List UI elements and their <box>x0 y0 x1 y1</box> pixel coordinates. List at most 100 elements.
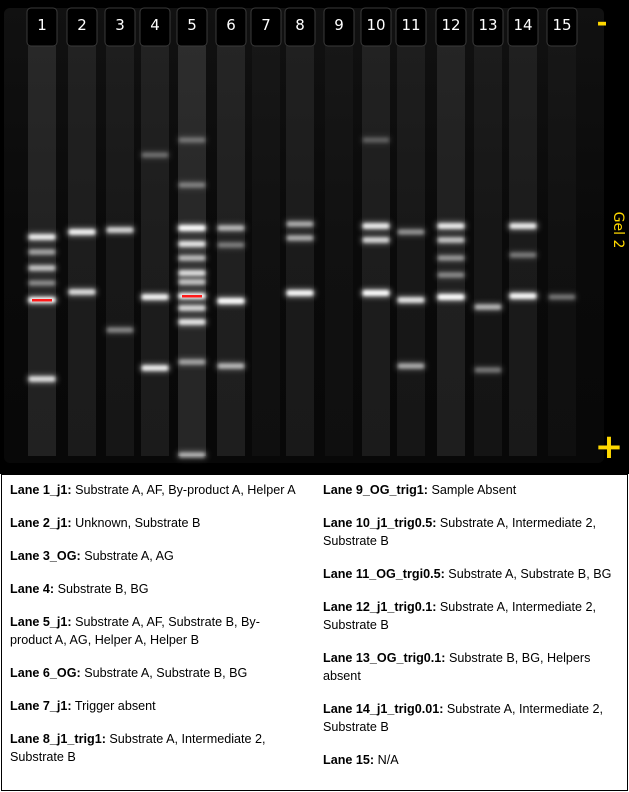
legend-lane-content: N/A <box>377 753 399 767</box>
gel-title: Gel 2 <box>610 212 626 249</box>
legend-lane-content: Substrate A, AF, Substrate B, By-product… <box>10 615 260 647</box>
lane-label: 9 <box>334 16 344 34</box>
lane-labels: 1 2 3 4 5 6 7 8 9 10 11 12 13 14 15 <box>37 16 571 34</box>
gel-band <box>549 294 575 300</box>
gel-well <box>472 7 504 47</box>
gel-band <box>142 152 168 158</box>
gel-band <box>363 237 389 243</box>
lane-legend: Lane 1_j1: Substrate A, AF, By-product A… <box>1 474 628 791</box>
lane-smear <box>252 46 280 456</box>
legend-lane-name: Lane 8_j1_trig1: <box>10 732 106 746</box>
gel-image: 1 2 3 4 5 6 7 8 9 10 11 12 13 14 15 - + Gel 2 <box>0 0 629 474</box>
legend-lane-content: Sample Absent <box>431 483 517 497</box>
gel-band <box>510 252 536 258</box>
legend-left-column: Lane 1_j1: Substrate A, AF, By-product A… <box>10 481 300 781</box>
gel-band <box>398 363 424 369</box>
legend-lane-name: Lane 3_OG: <box>10 549 81 563</box>
gel-band <box>398 229 424 235</box>
gel-band <box>218 298 244 304</box>
gel-band <box>29 265 55 271</box>
gel-band <box>475 304 501 310</box>
lane-smear <box>178 46 206 456</box>
gel-band <box>179 279 205 285</box>
gel-band <box>142 294 168 300</box>
legend-lane-content: Trigger absent <box>74 699 156 713</box>
legend-lane-content: Substrate A, Intermediate 2, Substrate B <box>323 516 597 548</box>
gel-band <box>179 305 205 311</box>
gel-well <box>435 7 467 47</box>
legend-entry: Lane 8_j1_trig1: Substrate A, Intermedia… <box>10 730 300 766</box>
gel-band <box>69 229 95 235</box>
lane-label: 14 <box>513 16 532 34</box>
gel-band <box>142 365 168 371</box>
gel-wells <box>26 7 578 47</box>
legend-lane-name: Lane 11_OG_trgi0.5: <box>323 567 445 581</box>
legend-lane-content: Substrate A, Substrate B, BG <box>84 666 248 680</box>
gel-band <box>107 227 133 233</box>
lane-label: 2 <box>77 16 87 34</box>
lane-label: 10 <box>366 16 385 34</box>
gel-band <box>29 376 55 382</box>
gel-band <box>179 225 205 231</box>
lane-label: 5 <box>187 16 197 34</box>
lane-label: 3 <box>115 16 125 34</box>
lane-smear <box>548 46 576 456</box>
gel-well <box>395 7 427 47</box>
legend-lane-content: Substrate A, Intermediate 2, Substrate B <box>323 600 597 632</box>
legend-entry: Lane 4: Substrate B, BG <box>10 580 300 598</box>
gel-band <box>438 237 464 243</box>
lane-label: 15 <box>552 16 571 34</box>
gel-band <box>363 290 389 296</box>
gel-band <box>218 225 244 231</box>
lane-label: 13 <box>478 16 497 34</box>
gel-band <box>287 290 313 296</box>
gel-well <box>139 7 171 47</box>
lane-label: 1 <box>37 16 47 34</box>
legend-lane-name: Lane 15: <box>323 753 375 767</box>
gel-well <box>546 7 578 47</box>
gel-band <box>179 241 205 247</box>
legend-entry: Lane 13_OG_trig0.1: Substrate B, BG, Hel… <box>323 649 619 685</box>
gel-band <box>69 289 95 295</box>
legend-lane-name: Lane 13_OG_trig0.1: <box>323 651 446 665</box>
gel-band <box>438 272 464 278</box>
legend-lane-content: Substrate B, BG, Helpers absent <box>323 651 591 683</box>
gel-well <box>215 7 247 47</box>
gel-band <box>179 182 205 188</box>
legend-lane-name: Lane 2_j1: <box>10 516 72 530</box>
gel-well <box>507 7 539 47</box>
gel-band <box>510 293 536 299</box>
lane-smear <box>325 46 353 456</box>
gel-band <box>438 294 464 300</box>
legend-lane-content: Substrate A, Intermediate 2, Substrate B <box>10 732 266 764</box>
legend-entry: Lane 11_OG_trgi0.5: Substrate A, Substra… <box>323 565 619 583</box>
legend-entry: Lane 3_OG: Substrate A, AG <box>10 547 300 565</box>
legend-entry: Lane 5_j1: Substrate A, AF, Substrate B,… <box>10 613 300 649</box>
legend-entry: Lane 14_j1_trig0.01: Substrate A, Interm… <box>323 700 619 736</box>
gel-well <box>360 7 392 47</box>
gel-well <box>323 7 355 47</box>
lane-smear <box>217 46 245 456</box>
legend-entry: Lane 15: N/A <box>323 751 619 769</box>
gel-svg: 1 2 3 4 5 6 7 8 9 10 11 12 13 14 15 - + Gel 2 <box>4 7 626 467</box>
legend-entry: Lane 12_j1_trig0.1: Substrate A, Interme… <box>323 598 619 634</box>
legend-lane-name: Lane 10_j1_trig0.5: <box>323 516 437 530</box>
gel-well <box>104 7 136 47</box>
gel-band <box>510 223 536 229</box>
gel-band <box>179 255 205 261</box>
legend-lane-content: Substrate A, AG <box>84 549 174 563</box>
legend-lane-name: Lane 5_j1: <box>10 615 72 629</box>
legend-lane-content: Substrate A, Intermediate 2, Substrate B <box>323 702 604 734</box>
gel-band <box>475 367 501 373</box>
gel-well <box>250 7 282 47</box>
saturated-band-core <box>182 295 202 298</box>
legend-lane-content: Unknown, Substrate B <box>75 516 201 530</box>
legend-entry: Lane 9_OG_trig1: Sample Absent <box>323 481 619 499</box>
legend-entry: Lane 2_j1: Unknown, Substrate B <box>10 514 300 532</box>
gel-band <box>179 137 205 143</box>
lane-label: 6 <box>226 16 236 34</box>
legend-entry: Lane 10_j1_trig0.5: Substrate A, Interme… <box>323 514 619 550</box>
gel-band <box>179 359 205 365</box>
lane-label: 4 <box>150 16 160 34</box>
lane-smear <box>106 46 134 456</box>
